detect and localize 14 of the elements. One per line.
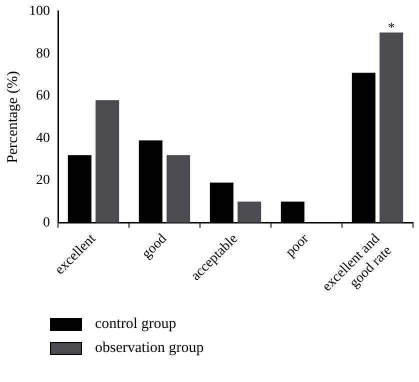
- legend-label: control group: [95, 316, 176, 332]
- y-tick-label: 100: [29, 4, 50, 20]
- bar: [238, 202, 262, 223]
- bar: [380, 32, 404, 223]
- y-axis-title: Percentage (%): [4, 71, 21, 164]
- y-tick-label: 0: [43, 215, 50, 230]
- y-tick-label: 40: [36, 130, 50, 146]
- y-tick-label: 80: [36, 46, 50, 62]
- y-tick-label: 20: [36, 173, 50, 188]
- bar: [166, 155, 190, 223]
- y-tick-label: 60: [36, 88, 50, 104]
- legend-label: observation group: [95, 340, 204, 356]
- bar: [96, 100, 120, 223]
- annotation: *: [388, 21, 395, 36]
